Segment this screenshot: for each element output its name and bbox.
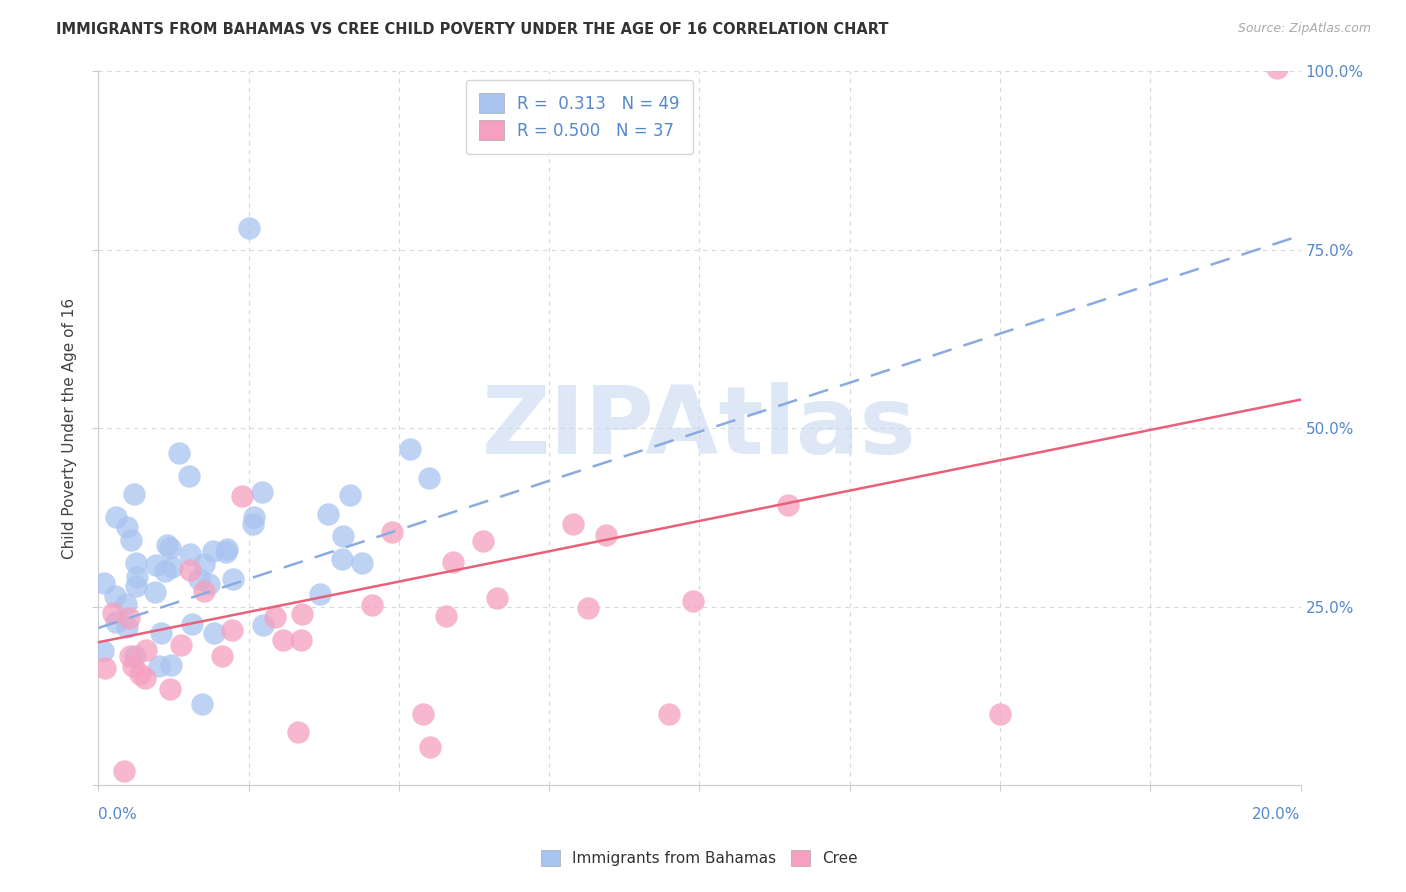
Legend: Immigrants from Bahamas, Cree: Immigrants from Bahamas, Cree xyxy=(534,843,865,874)
Point xyxy=(118,648,141,663)
Point xyxy=(221,623,243,637)
Point xyxy=(202,544,225,558)
Point xyxy=(159,541,181,555)
Text: IMMIGRANTS FROM BAHAMAS VS CREE CHILD POVERTY UNDER THE AGE OF 16 CORRELATION CH: IMMIGRANTS FROM BAHAMAS VS CREE CHILD PO… xyxy=(56,22,889,37)
Point xyxy=(122,658,145,673)
Point xyxy=(215,541,238,556)
Point xyxy=(264,610,287,624)
Point xyxy=(93,576,115,591)
Point xyxy=(418,471,440,485)
Point xyxy=(316,507,339,521)
Point xyxy=(682,594,704,608)
Point xyxy=(419,740,441,755)
Point xyxy=(198,577,221,591)
Point xyxy=(412,706,434,721)
Point xyxy=(127,570,149,584)
Point xyxy=(124,579,146,593)
Point xyxy=(118,611,141,625)
Point xyxy=(159,682,181,697)
Point xyxy=(252,484,274,499)
Point xyxy=(179,548,201,562)
Point xyxy=(143,585,166,599)
Point xyxy=(776,499,799,513)
Point xyxy=(332,529,354,543)
Point xyxy=(94,661,117,675)
Point xyxy=(252,617,274,632)
Point xyxy=(115,519,138,533)
Point xyxy=(238,221,260,235)
Text: ZIPAtlas: ZIPAtlas xyxy=(482,382,917,475)
Point xyxy=(211,648,233,663)
Point xyxy=(381,524,404,539)
Point xyxy=(103,606,125,620)
Point xyxy=(350,556,373,570)
Point xyxy=(117,620,139,634)
Y-axis label: Child Poverty Under the Age of 16: Child Poverty Under the Age of 16 xyxy=(62,298,77,558)
Point xyxy=(160,657,183,672)
Point xyxy=(1265,61,1288,75)
Point xyxy=(112,764,135,778)
Point xyxy=(287,725,309,739)
Point xyxy=(434,609,457,624)
Point xyxy=(273,632,295,647)
Point xyxy=(169,638,191,652)
Point xyxy=(153,564,176,578)
Point xyxy=(105,509,128,524)
Text: Source: ZipAtlas.com: Source: ZipAtlas.com xyxy=(1237,22,1371,36)
Point xyxy=(471,533,494,548)
Point xyxy=(103,590,125,604)
Point xyxy=(145,558,167,573)
Point xyxy=(441,555,464,569)
Point xyxy=(124,487,146,501)
Point xyxy=(361,598,384,612)
Point xyxy=(190,697,212,711)
Point xyxy=(595,527,617,541)
Point xyxy=(193,557,215,571)
Point xyxy=(576,600,599,615)
Point xyxy=(180,616,202,631)
Point xyxy=(115,597,138,611)
Point xyxy=(988,706,1011,721)
Text: 0.0%: 0.0% xyxy=(98,807,138,822)
Point xyxy=(167,446,190,460)
Point xyxy=(129,667,152,681)
Point xyxy=(91,643,114,657)
Point xyxy=(124,556,146,570)
Point xyxy=(148,659,170,673)
Point xyxy=(193,584,215,599)
Point xyxy=(290,633,312,648)
Point xyxy=(120,533,142,548)
Point xyxy=(105,615,128,630)
Point xyxy=(291,607,314,621)
Point xyxy=(330,551,353,566)
Point xyxy=(202,626,225,640)
Point xyxy=(339,488,361,502)
Point xyxy=(562,516,585,531)
Point xyxy=(160,559,183,574)
Point xyxy=(222,572,245,586)
Point xyxy=(156,538,179,552)
Point xyxy=(134,672,156,686)
Point xyxy=(242,517,264,532)
Point xyxy=(215,545,238,559)
Point xyxy=(485,591,508,605)
Point xyxy=(658,706,681,721)
Point xyxy=(124,648,146,663)
Point xyxy=(135,642,157,657)
Point xyxy=(179,563,201,577)
Point xyxy=(231,489,253,503)
Point xyxy=(243,509,266,524)
Text: 20.0%: 20.0% xyxy=(1253,807,1301,822)
Point xyxy=(177,469,200,483)
Point xyxy=(188,572,211,586)
Point xyxy=(309,587,332,601)
Point xyxy=(150,626,173,640)
Point xyxy=(399,442,422,456)
